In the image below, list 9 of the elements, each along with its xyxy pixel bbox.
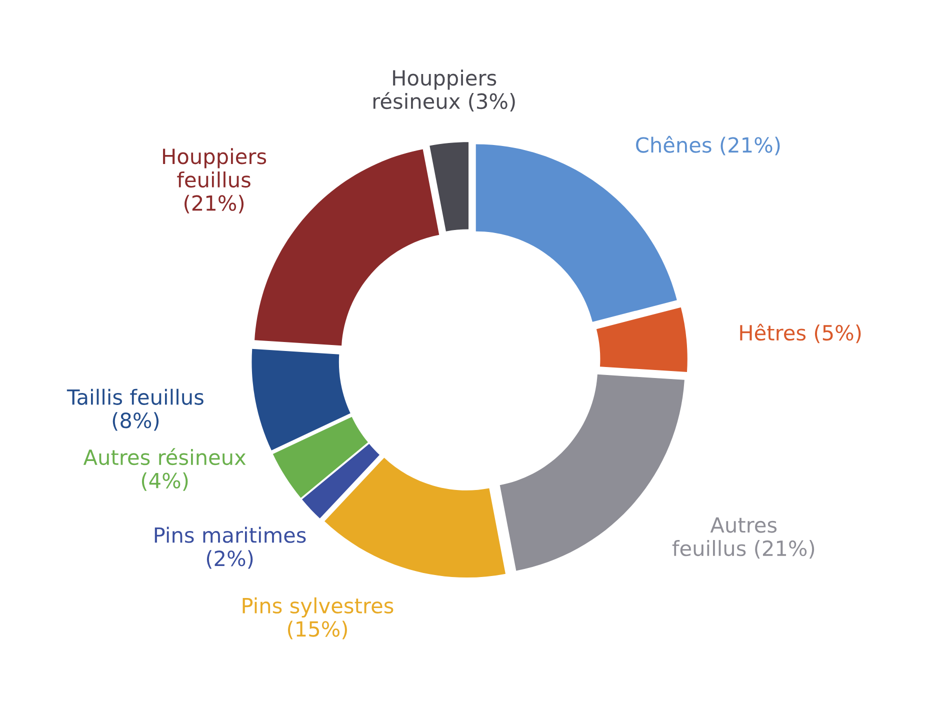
slice-label: Autres résineux (4%) <box>83 448 246 491</box>
slice-label: Pins sylvestres (15%) <box>242 597 394 640</box>
slice-label: Houppiers résineux (3%) <box>373 70 515 112</box>
slice-label: Taillis feuillus (8%) <box>66 388 204 431</box>
slice-label: Hêtres (5%) <box>740 324 861 344</box>
slice-label: Chênes (21%) <box>636 136 780 156</box>
slice-label: Houppiers feuillus (21%) <box>163 148 266 214</box>
slice-label: Autres feuillus (21%) <box>672 517 814 559</box>
slice-label: Pins maritimes (2%) <box>154 526 306 569</box>
